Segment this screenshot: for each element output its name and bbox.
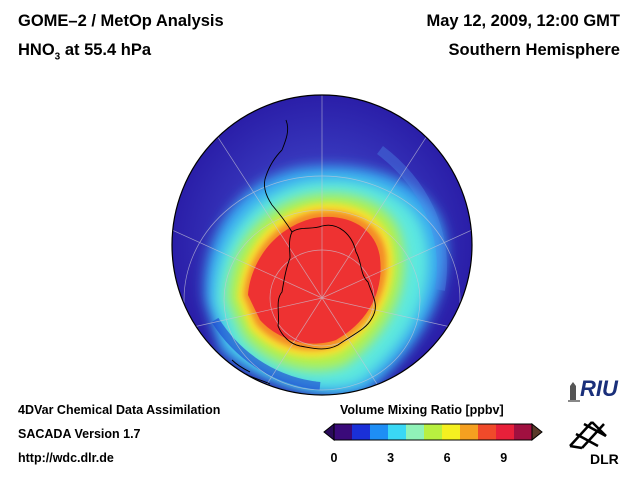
colorbar-segment	[442, 424, 461, 440]
species-name: HNO	[18, 41, 55, 59]
riu-tower-icon	[570, 382, 576, 402]
colorbar-segment	[388, 424, 407, 440]
dlr-logo: DLR	[569, 421, 619, 467]
colorbar-segment	[370, 424, 389, 440]
colorbar-segment	[334, 424, 353, 440]
pressure-level: at 55.4 hPa	[60, 41, 152, 59]
colorbar-tick-label: 9	[500, 451, 508, 465]
colorbar-segment	[514, 424, 533, 440]
colorbar-min-arrow	[323, 422, 335, 442]
dlr-emblem-icon	[569, 421, 607, 450]
colorbar-title: Volume Mixing Ratio [ppbv]	[340, 403, 504, 417]
analysis-title: GOME–2 / MetOp Analysis	[18, 12, 224, 30]
colorbar	[323, 422, 543, 442]
colorbar-segment	[478, 424, 497, 440]
graticule	[172, 95, 472, 395]
colorbar-tick-label: 0	[330, 451, 338, 465]
globe-field	[172, 95, 472, 395]
footer-url[interactable]: http://wdc.dlr.de	[18, 451, 114, 465]
colorbar-tick-label: 3	[387, 451, 395, 465]
colorbar-segment	[496, 424, 515, 440]
footer-assimilation: 4DVar Chemical Data Assimilation	[18, 403, 221, 417]
dlr-logo-text: DLR	[590, 451, 619, 467]
species-subscript: 3	[54, 51, 61, 63]
riu-logo: RIU	[568, 376, 619, 402]
riu-logo-text: RIU	[580, 376, 619, 401]
hemisphere-label: Southern Hemisphere	[448, 41, 620, 59]
analysis-datetime: May 12, 2009, 12:00 GMT	[426, 12, 620, 30]
colorbar-segment	[424, 424, 443, 440]
globe-outline	[171, 94, 473, 396]
colorbar-segment	[352, 424, 371, 440]
colorbar-segment	[406, 424, 425, 440]
species-pressure-level: HNO3 at 55.4 hPa	[18, 41, 151, 62]
colorbar-max-arrow	[531, 422, 543, 442]
riu-base-icon	[568, 400, 580, 402]
footer-version: SACADA Version 1.7	[18, 427, 141, 441]
colorbar-tick-label: 6	[443, 451, 451, 465]
colorbar-frame	[333, 423, 533, 441]
colorbar-segment	[460, 424, 479, 440]
